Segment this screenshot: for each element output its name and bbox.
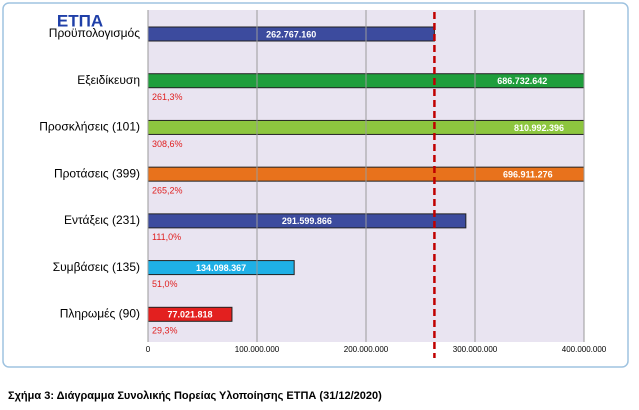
bar	[148, 306, 233, 322]
x-tick-label: 400.000.000	[562, 345, 607, 354]
value-label: 696.911.276	[503, 170, 553, 180]
category-label: Εντάξεις (231)	[64, 213, 140, 227]
percentage-label: 29,3%	[152, 326, 178, 336]
value-label: 686.732.642	[497, 76, 547, 86]
x-tick-label: 0	[146, 345, 151, 354]
bar	[148, 213, 467, 229]
x-tick-label: 200.000.000	[344, 345, 389, 354]
percentage-label: 111,0%	[152, 232, 181, 242]
bar	[148, 260, 295, 276]
category-label: Προσκλήσεις (101)	[39, 120, 140, 134]
category-label: Προϋπολογισμός	[49, 26, 140, 40]
bar	[148, 166, 584, 182]
bar	[148, 73, 584, 89]
category-label: Πληρωμές (90)	[60, 306, 140, 320]
value-label: 262.767.160	[266, 29, 316, 39]
value-label: 810.992.396	[514, 123, 564, 133]
category-label: Συμβάσεις (135)	[53, 260, 140, 274]
percentage-label: 261,3%	[152, 92, 183, 102]
x-tick-label: 300.000.000	[453, 345, 498, 354]
bar	[148, 119, 584, 135]
caption: Σχήμα 3: Διάγραμμα Συνολικής Πορείας Υλο…	[8, 390, 382, 402]
percentage-label: 51,0%	[152, 279, 178, 289]
value-label: 291.599.866	[282, 216, 332, 226]
percentage-label: 308,6%	[152, 139, 183, 149]
x-tick-label: 100.000.000	[235, 345, 280, 354]
value-label: 77.021.818	[167, 310, 212, 320]
percentage-label: 265,2%	[152, 186, 183, 196]
category-label: Εξειδίκευση	[77, 73, 140, 87]
chart-title: ΕΤΠΑ	[57, 11, 103, 30]
category-label: Προτάσεις (399)	[54, 166, 140, 180]
value-label: 134.098.367	[196, 263, 246, 273]
